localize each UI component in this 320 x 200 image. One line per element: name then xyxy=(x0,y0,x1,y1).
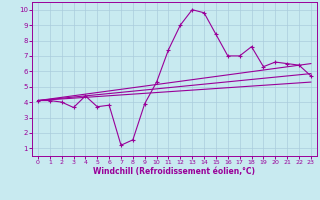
X-axis label: Windchill (Refroidissement éolien,°C): Windchill (Refroidissement éolien,°C) xyxy=(93,167,255,176)
